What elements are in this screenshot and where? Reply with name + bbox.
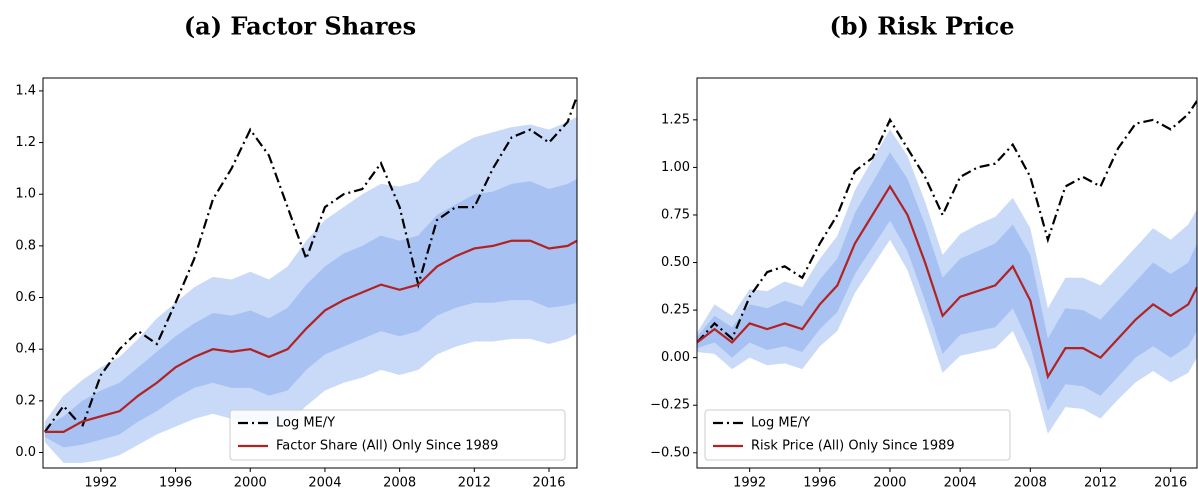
legend-label: Risk Price (All) Only Since 1989 [751,439,955,454]
y-tick-label: 1.0 [15,187,36,202]
x-tick-label: 1996 [159,476,192,491]
y-tick-label: −0.50 [650,445,690,460]
legend-box [229,409,566,461]
y-tick-label: 0.8 [15,238,36,253]
x-tick-label: 1992 [84,476,117,491]
y-tick-label: 0.0 [15,445,36,460]
x-tick-label: 2012 [458,476,491,491]
x-tick-label: 2016 [532,476,565,491]
legend-label: Factor Share (All) Only Since 1989 [276,439,498,454]
panel: (a) Factor Shares 0.0 0.2 0.4 0.6 0.8 1.0 1.2 1.… [15,12,578,491]
x-tick-label: 2004 [308,476,341,491]
panel: (b) Risk Price −0.50 −0.25 0.00 0.25 0.50 0.75… [650,12,1198,491]
y-tick-label: 1.00 [661,160,690,175]
x-tick-label: 1992 [733,476,766,491]
y-tick-label: 1.25 [661,112,690,127]
panel-title: (b) Risk Price [829,12,1014,41]
y-tick-label: 1.4 [15,83,36,98]
plot-area [697,100,1197,434]
x-tick-label: 2016 [1154,476,1187,491]
band [44,178,577,448]
plot-frame [696,77,1198,469]
y-tick-label: 0.25 [661,303,690,318]
panel-title: (a) Factor Shares [184,12,416,41]
x-tick-label: 2004 [944,476,977,491]
x-tick-label: 2000 [234,476,267,491]
y-tick-label: 0.6 [15,290,36,305]
y-tick-label: 0.75 [661,207,690,222]
y-tick-label: 0.50 [661,255,690,270]
plot-area [43,95,577,463]
legend-label: Log ME/Y [276,416,335,431]
legend-box [704,409,1011,461]
x-tick-label: 1996 [803,476,836,491]
x-tick-label: 2012 [1084,476,1117,491]
y-tick-label: 1.2 [15,135,36,150]
band [697,152,1197,411]
series-line [697,184,1197,380]
x-tick-label: 2008 [383,476,416,491]
plot-frame [42,77,578,469]
series-line [44,239,577,433]
y-tick-label: 0.2 [15,393,36,408]
y-tick-label: −0.25 [650,398,690,413]
y-tick-label: 0.00 [661,350,690,365]
series-line [43,95,577,433]
series-line [697,100,1197,344]
legend-label: Log ME/Y [751,416,810,431]
y-tick-label: 0.4 [15,342,36,357]
x-tick-label: 2008 [1014,476,1047,491]
x-tick-label: 2000 [873,476,906,491]
